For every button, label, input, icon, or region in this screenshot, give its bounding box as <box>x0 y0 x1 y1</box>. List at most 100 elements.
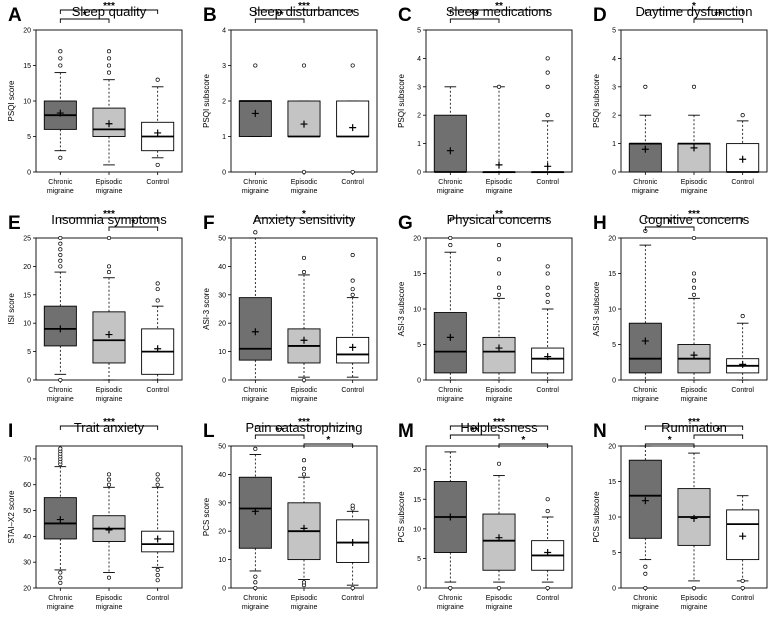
x-tick-label: Episodic migraine <box>96 387 123 403</box>
x-tick-line: migraine <box>437 396 464 403</box>
iqr-box <box>531 347 565 374</box>
panel-letter: L <box>203 421 215 442</box>
y-tick-label: 30 <box>23 560 31 567</box>
outlier-point <box>58 56 63 61</box>
outlier-point <box>691 292 697 297</box>
box-control <box>141 281 175 381</box>
outlier-point <box>58 570 63 575</box>
outlier-point <box>106 477 112 482</box>
mean-marker <box>446 333 454 341</box>
significance-label: *** <box>298 417 310 428</box>
x-tick-label: Control <box>536 595 559 602</box>
box-episodic <box>92 235 126 381</box>
significance-bracket <box>449 217 549 222</box>
x-tick-label: Chronic migraine <box>632 179 659 195</box>
y-tick-label: 15 <box>23 292 31 299</box>
x-tick-line: migraine <box>96 188 123 195</box>
significance-label: *** <box>688 209 700 220</box>
x-tick-label: Episodic migraine <box>291 387 318 403</box>
outlier-point <box>155 281 160 286</box>
panel-b: B Sleep disturbances 0 1 2 3 4 PSQI subscore Chr… <box>202 1 378 195</box>
outlier-point <box>545 292 550 297</box>
outlier-point <box>350 585 355 591</box>
outlier-point <box>58 63 63 68</box>
outlier-point <box>106 235 112 241</box>
panel-letter: B <box>203 5 217 26</box>
y-axis-label: PSQI subscore <box>397 74 406 128</box>
outlier-point <box>58 252 63 258</box>
mean-marker <box>641 145 649 153</box>
box-episodic <box>92 49 126 166</box>
mean-marker <box>105 526 113 534</box>
outlier-point <box>740 113 745 118</box>
x-tick-line: Chronic <box>633 387 658 394</box>
y-tick-label: 5 <box>417 28 421 35</box>
outlier-point <box>496 461 502 466</box>
y-tick-label: 15 <box>413 271 421 278</box>
significance-label: ** <box>495 209 503 220</box>
y-tick-label: 15 <box>413 497 421 504</box>
significance-label: * <box>302 209 306 220</box>
x-tick-label: Chronic migraine <box>437 595 464 611</box>
x-tick-line: Control <box>536 179 559 186</box>
box-control <box>726 113 760 173</box>
box-control <box>336 63 370 175</box>
y-tick-label: 30 <box>218 292 226 299</box>
x-tick-label: Chronic migraine <box>47 595 74 611</box>
mean-marker <box>544 353 552 361</box>
y-tick-label: 10 <box>218 349 226 356</box>
box-episodic <box>287 458 321 588</box>
y-tick-label: 10 <box>23 321 31 328</box>
outlier-point <box>155 482 160 487</box>
x-tick-line: Episodic <box>486 387 513 394</box>
x-tick-line: Chronic <box>243 595 268 602</box>
box-control <box>726 314 760 381</box>
significance-label: *** <box>103 1 115 12</box>
outlier-point <box>301 458 307 463</box>
x-tick-line: Chronic <box>633 179 658 186</box>
y-axis-label: ASI-3 score <box>202 288 211 330</box>
y-tick-label: 20 <box>413 467 421 474</box>
outlier-point <box>106 270 112 275</box>
x-tick-line: migraine <box>47 604 74 611</box>
y-tick-label: 20 <box>23 264 31 271</box>
significance-bracket <box>449 9 549 14</box>
panel-e: E Insomnia symptoms 0 5 10 15 20 25 ISI score Chr… <box>7 209 183 403</box>
x-tick-label: Control <box>536 387 559 394</box>
mean-marker <box>56 516 64 524</box>
mean-marker <box>349 124 357 132</box>
mean-marker <box>154 129 162 137</box>
box-episodic <box>677 84 711 173</box>
mean-marker <box>251 507 259 515</box>
outlier-point <box>58 155 63 160</box>
box-episodic <box>677 452 711 591</box>
mean-marker <box>739 360 747 368</box>
y-tick-label: 40 <box>218 264 226 271</box>
outlier-point <box>155 472 160 477</box>
outlier-point <box>155 287 160 292</box>
y-tick-label: 0 <box>222 170 226 177</box>
significance-label: ** <box>714 10 722 21</box>
iqr-box <box>238 100 272 137</box>
x-tick-line: Episodic <box>681 179 708 186</box>
y-tick-label: 5 <box>417 342 421 349</box>
panel-letter: F <box>203 213 215 234</box>
y-tick-label: 10 <box>413 526 421 533</box>
y-tick-label: 10 <box>23 99 31 106</box>
box-control <box>336 503 370 591</box>
mean-marker <box>641 337 649 345</box>
outlier-point <box>496 271 502 276</box>
outlier-point <box>643 84 648 89</box>
significance-bracket <box>254 217 354 222</box>
mean-marker <box>690 514 698 522</box>
outlier-point <box>253 574 258 579</box>
outlier-point <box>545 56 550 61</box>
box-chronic <box>43 49 77 160</box>
y-tick-label: 0 <box>222 378 226 385</box>
x-tick-line: Chronic <box>48 179 73 186</box>
x-tick-label: Control <box>731 179 754 186</box>
x-tick-label: Episodic migraine <box>291 595 318 611</box>
panel-title: Pain catastrophizing <box>245 420 362 435</box>
significance-bracket <box>254 9 354 14</box>
significance-label: *** <box>298 1 310 12</box>
